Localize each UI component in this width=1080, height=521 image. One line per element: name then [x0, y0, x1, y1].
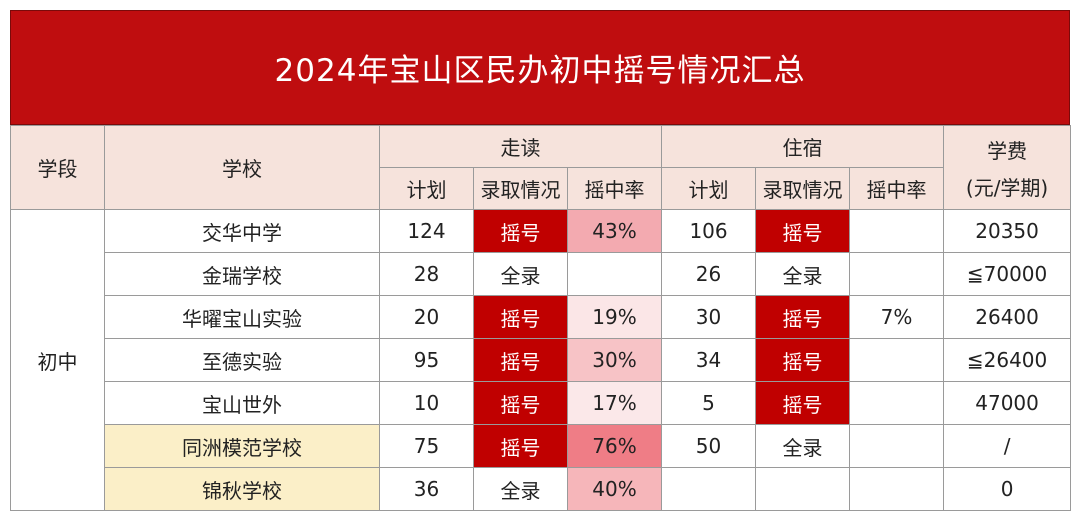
- header-fee-line2: (元/学期): [965, 175, 1049, 200]
- table-row: 锦秋学校 36 全录 40% 0: [11, 467, 1072, 511]
- board-rate: 7%: [849, 295, 945, 339]
- school-name: 交华中学: [104, 209, 380, 253]
- school-name: 金瑞学校: [104, 252, 380, 296]
- day-plan: 20: [379, 295, 474, 339]
- header-day-rate: 摇中率: [566, 167, 663, 210]
- lottery-summary-table: 学段 学校 走读 住宿 学费 (元/学期) 计划 录取情况 摇中率 计划 录取情…: [10, 125, 1072, 511]
- school-name: 锦秋学校: [104, 467, 380, 511]
- board-plan: [661, 467, 757, 511]
- board-plan: 5: [661, 381, 757, 425]
- board-plan: 34: [661, 338, 757, 382]
- table-row: 宝山世外 10 摇号 17% 5 摇号 47000: [11, 381, 1072, 425]
- header-row-1: 学段 学校 走读 住宿 学费 (元/学期): [10, 125, 1072, 210]
- table-row: 金瑞学校 28 全录 26 全录 ≦70000: [11, 252, 1072, 296]
- header-day-admission: 录取情况: [473, 167, 568, 210]
- school-name: 至德实验: [104, 338, 380, 382]
- header-school: 学校: [104, 125, 380, 210]
- header-boarding: 住宿: [661, 125, 945, 168]
- day-status: 全录: [473, 252, 568, 296]
- header-row-2: 计划 录取情况 摇中率 计划 录取情况 摇中率: [11, 167, 1071, 210]
- board-plan: 30: [661, 295, 757, 339]
- school-name: 华曜宝山实验: [104, 295, 380, 339]
- board-status: 摇号: [755, 295, 851, 339]
- day-plan: 75: [379, 424, 474, 468]
- board-rate: [849, 209, 945, 253]
- table-row: 同洲模范学校 75 摇号 76% 50 全录 /: [11, 424, 1072, 468]
- table-row: 华曜宝山实验 20 摇号 19% 30 摇号 7% 26400: [11, 295, 1072, 339]
- school-name: 宝山世外: [104, 381, 380, 425]
- fee: ≦26400: [943, 338, 1072, 382]
- fee: 20350: [943, 209, 1072, 253]
- day-rate: 43%: [566, 209, 663, 253]
- board-rate: [849, 252, 945, 296]
- board-status: 摇号: [755, 338, 851, 382]
- day-rate: 19%: [566, 295, 663, 339]
- day-plan: 36: [379, 467, 474, 511]
- day-status: 摇号: [473, 295, 568, 339]
- board-plan: 106: [661, 209, 757, 253]
- day-rate: 30%: [566, 338, 663, 382]
- board-status: 全录: [755, 252, 851, 296]
- day-plan: 124: [379, 209, 474, 253]
- day-status: 摇号: [473, 209, 568, 253]
- school-name: 同洲模范学校: [104, 424, 380, 468]
- day-rate: 40%: [566, 467, 663, 511]
- board-rate: [849, 424, 945, 468]
- day-plan: 95: [379, 338, 474, 382]
- day-rate: 17%: [566, 381, 663, 425]
- header-fee: 学费 (元/学期): [943, 125, 1072, 210]
- fee: /: [943, 424, 1072, 468]
- header-fee-line1: 学费: [987, 138, 1028, 163]
- board-status: [755, 467, 851, 511]
- day-rate: [566, 252, 663, 296]
- board-rate: [849, 467, 945, 511]
- header-board-admission: 录取情况: [755, 167, 851, 210]
- board-plan: 26: [661, 252, 757, 296]
- board-status: 摇号: [755, 381, 851, 425]
- day-status: 摇号: [473, 381, 568, 425]
- fee: 26400: [943, 295, 1072, 339]
- table-title: 2024年宝山区民办初中摇号情况汇总: [10, 10, 1070, 125]
- day-status: 摇号: [473, 424, 568, 468]
- board-plan: 50: [661, 424, 757, 468]
- fee: 0: [943, 467, 1072, 511]
- summary-table-container: 2024年宝山区民办初中摇号情况汇总 学段 学校 走读 住宿 学费 (元/学期)…: [10, 10, 1072, 514]
- header-board-rate: 摇中率: [849, 167, 945, 210]
- day-plan: 10: [379, 381, 474, 425]
- header-stage: 学段: [10, 125, 105, 210]
- day-rate: 76%: [566, 424, 663, 468]
- board-status: 全录: [755, 424, 851, 468]
- day-status: 全录: [473, 467, 568, 511]
- day-status: 摇号: [473, 338, 568, 382]
- table-row: 至德实验 95 摇号 30% 34 摇号 ≦26400: [11, 338, 1072, 382]
- fee: 47000: [943, 381, 1072, 425]
- board-status: 摇号: [755, 209, 851, 253]
- board-rate: [849, 381, 945, 425]
- header-board-plan: 计划: [661, 167, 757, 210]
- fee: ≦70000: [943, 252, 1072, 296]
- table-row: 初中 交华中学 124 摇号 43% 106 摇号 20350: [10, 209, 1072, 511]
- day-plan: 28: [379, 252, 474, 296]
- stage-cell: 初中: [10, 209, 105, 511]
- board-rate: [849, 338, 945, 382]
- header-day-student: 走读: [378, 125, 663, 168]
- header-day-plan: 计划: [379, 167, 474, 210]
